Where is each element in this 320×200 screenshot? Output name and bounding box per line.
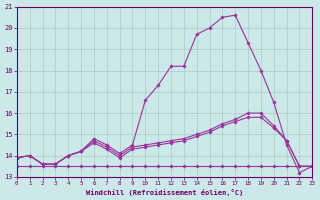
X-axis label: Windchill (Refroidissement éolien,°C): Windchill (Refroidissement éolien,°C) [86,189,243,196]
